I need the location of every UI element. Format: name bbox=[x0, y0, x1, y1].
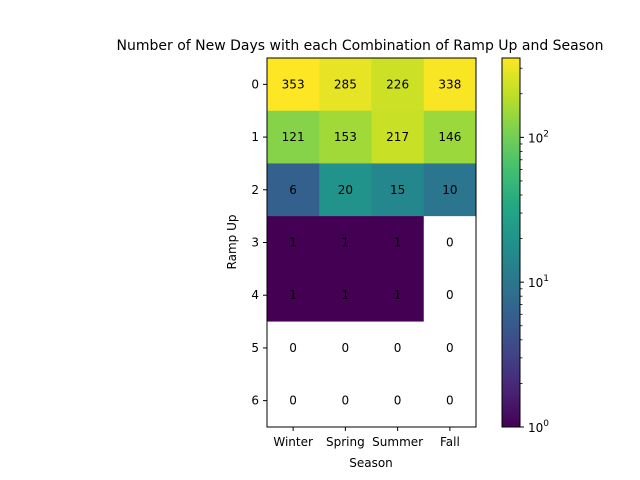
colorbar-tick-label: 101 bbox=[528, 274, 549, 290]
colorbar bbox=[501, 57, 521, 428]
heatmap-cell bbox=[267, 321, 320, 375]
cell-value-label: 0 bbox=[446, 288, 454, 302]
y-tick-label: 5 bbox=[251, 341, 259, 355]
heatmap-cells bbox=[267, 58, 477, 428]
cell-value-label: 153 bbox=[334, 130, 357, 144]
heatmap-cell bbox=[371, 58, 425, 112]
x-tick-label: Spring bbox=[326, 435, 365, 449]
heatmap-cell bbox=[267, 374, 320, 428]
heatmap-cell bbox=[371, 374, 425, 428]
heatmap-cell bbox=[423, 163, 477, 217]
heatmap-cell bbox=[371, 163, 425, 217]
x-tick-label: Winter bbox=[273, 435, 313, 449]
y-axis-label: Ramp Up bbox=[225, 215, 239, 270]
cell-value-label: 0 bbox=[394, 394, 402, 408]
heatmap-cell bbox=[423, 110, 477, 164]
cell-value-label: 121 bbox=[282, 130, 305, 144]
y-tick-label: 6 bbox=[251, 394, 259, 408]
cell-value-label: 217 bbox=[386, 130, 409, 144]
cell-value-label: 20 bbox=[338, 183, 353, 197]
cell-value-label: 10 bbox=[442, 183, 457, 197]
heatmap-cell bbox=[319, 58, 372, 112]
cell-value-label: 226 bbox=[386, 77, 409, 91]
y-axis-ticks: 0 1 2 3 4 5 6 bbox=[251, 77, 267, 408]
heatmap-cell bbox=[423, 58, 477, 112]
heatmap-cell bbox=[267, 216, 320, 270]
cell-value-label: 15 bbox=[390, 183, 405, 197]
heatmap-cell bbox=[319, 321, 372, 375]
cell-value-label: 0 bbox=[394, 341, 402, 355]
x-tick-label: Fall bbox=[440, 435, 460, 449]
heatmap-cell bbox=[267, 58, 320, 112]
cell-value-label: 1 bbox=[394, 236, 402, 250]
cell-value-label: 0 bbox=[446, 341, 454, 355]
cell-value-label: 0 bbox=[289, 394, 297, 408]
heatmap-cell bbox=[319, 216, 372, 270]
y-tick-label: 3 bbox=[251, 236, 259, 250]
cell-value-label: 353 bbox=[282, 77, 305, 91]
heatmap-cell bbox=[371, 216, 425, 270]
heatmap-cell bbox=[319, 374, 372, 428]
y-tick-label: 0 bbox=[251, 77, 259, 91]
colorbar-ticks: 100 101 102 bbox=[520, 67, 549, 435]
cell-value-label: 0 bbox=[446, 394, 454, 408]
x-axis-label: Season bbox=[349, 456, 393, 470]
cell-value-label: 1 bbox=[289, 236, 297, 250]
heatmap-cell bbox=[423, 216, 477, 270]
x-axis-ticks: Winter Spring Summer Fall bbox=[273, 427, 460, 449]
chart-title: Number of New Days with each Combination… bbox=[117, 38, 604, 54]
heatmap-cell bbox=[371, 268, 425, 322]
x-tick-label: Summer bbox=[372, 435, 423, 449]
heatmap-cell bbox=[319, 268, 372, 322]
heatmap-cell bbox=[371, 110, 425, 164]
y-tick-label: 2 bbox=[251, 183, 259, 197]
cell-value-label: 338 bbox=[438, 77, 461, 91]
colorbar-tick-label: 102 bbox=[528, 129, 549, 145]
cell-value-label: 0 bbox=[446, 236, 454, 250]
y-tick-label: 1 bbox=[251, 130, 259, 144]
heatmap-cell bbox=[371, 321, 425, 375]
y-tick-label: 4 bbox=[251, 288, 259, 302]
heatmap-cell bbox=[423, 268, 477, 322]
cell-value-label: 1 bbox=[394, 288, 402, 302]
cell-value-label: 0 bbox=[342, 394, 350, 408]
cell-value-label: 0 bbox=[342, 341, 350, 355]
cell-value-label: 1 bbox=[342, 236, 350, 250]
cell-value-label: 0 bbox=[289, 341, 297, 355]
heatmap-cell bbox=[267, 163, 320, 217]
heatmap-cell bbox=[423, 374, 477, 428]
cell-value-label: 285 bbox=[334, 77, 357, 91]
heatmap-cell bbox=[319, 110, 372, 164]
cell-value-label: 6 bbox=[289, 183, 297, 197]
heatmap-cell bbox=[267, 110, 320, 164]
heatmap-cell bbox=[267, 268, 320, 322]
heatmap-cell bbox=[319, 163, 372, 217]
heatmap-cell bbox=[423, 321, 477, 375]
cell-value-label: 1 bbox=[342, 288, 350, 302]
colorbar-tick-label: 100 bbox=[528, 419, 549, 435]
cell-value-label: 1 bbox=[289, 288, 297, 302]
cell-value-label: 146 bbox=[438, 130, 461, 144]
